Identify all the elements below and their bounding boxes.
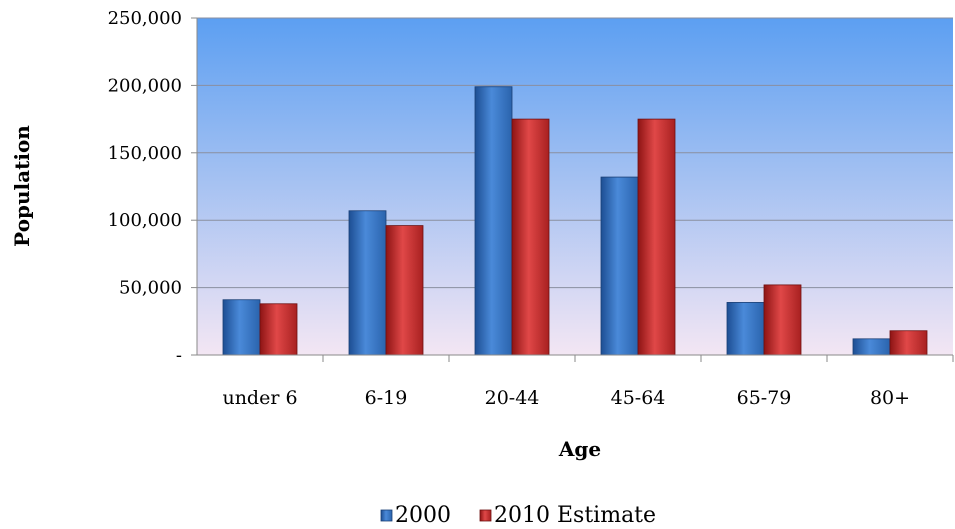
bar-s1 <box>474 86 513 356</box>
y-tick-label: - <box>176 345 182 366</box>
y-tick-label: 150,000 <box>108 143 182 164</box>
y-tick-label: 100,000 <box>108 210 182 231</box>
bar-s2 <box>763 284 802 356</box>
x-tick-label: 45-64 <box>611 387 666 409</box>
x-axis-title: Age <box>558 437 601 461</box>
x-tick-label: 20-44 <box>485 387 540 409</box>
legend-label: 2000 <box>395 503 451 528</box>
legend: 2000 2010 Estimate <box>380 503 656 528</box>
y-axis-title: Population <box>10 125 34 247</box>
bar-s1 <box>726 302 765 356</box>
bar-s1 <box>222 299 261 356</box>
x-tick-label: 65-79 <box>737 387 792 409</box>
tick-labels: - 50,000 100,000 150,000 200,000 250,000 under… <box>108 8 910 409</box>
legend-swatch <box>479 509 492 522</box>
x-tick-label: 80+ <box>870 387 910 409</box>
bars <box>222 86 928 356</box>
legend-swatch <box>380 509 393 522</box>
plot-area-background <box>197 18 953 355</box>
bar-s1 <box>600 176 639 356</box>
bar-s2 <box>889 330 928 356</box>
x-tick-label: under 6 <box>222 387 297 409</box>
bar-s1 <box>348 210 387 356</box>
bar-s2 <box>511 118 550 356</box>
axes <box>191 17 954 362</box>
bar-s2 <box>637 118 676 356</box>
gridlines <box>197 17 953 289</box>
y-tick-label: 200,000 <box>108 75 182 96</box>
bar-s2 <box>385 225 424 356</box>
bar-s2 <box>259 303 298 356</box>
y-tick-label: 250,000 <box>108 8 182 29</box>
bar-s1 <box>852 338 891 356</box>
x-tick-label: 6-19 <box>365 387 408 409</box>
legend-label: 2010 Estimate <box>494 503 656 528</box>
y-tick-label: 50,000 <box>119 278 182 299</box>
